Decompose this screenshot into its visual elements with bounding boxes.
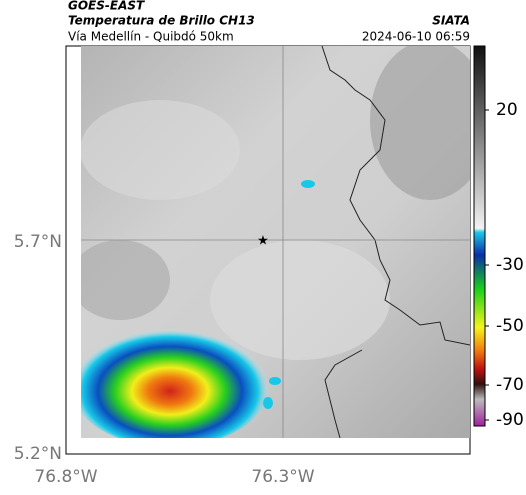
colorbar-tick-label: -90: [496, 410, 524, 430]
y-tick-label: 5.7°N: [14, 232, 62, 252]
title: GOES-EAST: [68, 0, 145, 13]
datetime: 2024-06-10 06:59: [362, 30, 470, 44]
x-tick-label: 76.8°W: [34, 467, 97, 487]
colorbar-tick-label: -30: [496, 255, 524, 275]
subtitle: Temperatura de Brillo CH13: [68, 14, 255, 28]
location: Vía Medellín - Quibdó 50km: [68, 30, 234, 44]
colorbar-tick-label: 20: [496, 100, 518, 120]
colorbar-tick-label: -70: [496, 375, 524, 395]
y-tick-label: 5.2°N: [14, 444, 62, 464]
satellite-image: [81, 46, 470, 438]
location-marker: ★: [257, 234, 269, 249]
colorbar-tick-label: -50: [496, 316, 524, 336]
colorbar: [473, 45, 486, 427]
source: SIATA: [432, 14, 470, 28]
colorbar-ticks: 20 -30 -50 -70 -90: [485, 100, 524, 430]
x-tick-label: 76.3°W: [251, 467, 314, 487]
